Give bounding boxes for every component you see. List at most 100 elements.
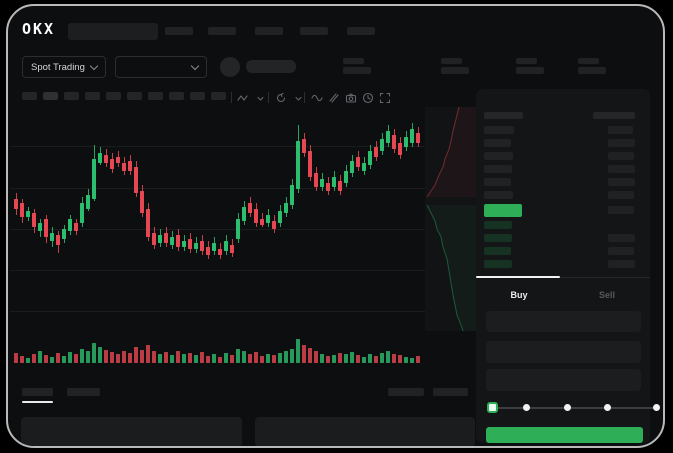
- fullscreen-icon[interactable]: [378, 91, 392, 105]
- restore-icon[interactable]: [274, 91, 288, 105]
- nav-item-placeholder[interactable]: [208, 27, 236, 35]
- interval-placeholder[interactable]: [64, 92, 79, 100]
- bottom-tab-placeholder[interactable]: [22, 388, 53, 396]
- candle-body: [212, 243, 216, 251]
- candle-body: [350, 161, 354, 173]
- slider-stop[interactable]: [523, 404, 530, 411]
- interval-placeholder[interactable]: [190, 92, 205, 100]
- slider-stop[interactable]: [604, 404, 611, 411]
- orderbook-amount-cell: [608, 260, 635, 268]
- orderbook-amount-cell: [608, 152, 634, 160]
- candle-body: [194, 243, 198, 249]
- depth-chart[interactable]: [425, 106, 480, 332]
- candle-body: [392, 135, 396, 149]
- interval-placeholder[interactable]: [85, 92, 100, 100]
- volume-bar: [260, 356, 264, 363]
- zigzag-indicator-icon[interactable]: [236, 91, 250, 105]
- orderbook-col-header-price: [484, 112, 523, 119]
- nav-item-placeholder[interactable]: [165, 27, 193, 35]
- nav-item-placeholder[interactable]: [347, 27, 375, 35]
- orderbook-price-cell[interactable]: [484, 221, 512, 229]
- nav-item-placeholder[interactable]: [300, 27, 328, 35]
- price-input[interactable]: [486, 311, 641, 332]
- total-input[interactable]: [486, 369, 641, 391]
- orderbook-price-cell[interactable]: [484, 247, 511, 255]
- interval-placeholder[interactable]: [127, 92, 142, 100]
- candle-body: [152, 233, 156, 245]
- chevron-down-icon: [190, 61, 200, 70]
- orderbook-price-cell[interactable]: [484, 178, 511, 186]
- candle-body: [248, 203, 252, 213]
- volume-bar: [152, 351, 156, 363]
- candlestick-chart[interactable]: [8, 107, 425, 331]
- volume-bar: [50, 357, 54, 363]
- search-input[interactable]: [68, 23, 158, 40]
- candle-body: [242, 207, 246, 221]
- pair-selector-button[interactable]: Spot Trading: [22, 56, 106, 78]
- volume-bar: [56, 353, 60, 363]
- chevron-down-icon: [89, 61, 99, 70]
- candle-body: [140, 191, 144, 213]
- tab-strip-divider: [476, 277, 650, 278]
- orderbook-price-cell[interactable]: [484, 260, 512, 268]
- candle-body: [374, 147, 378, 157]
- candle-body: [92, 159, 96, 199]
- interval-placeholder[interactable]: [169, 92, 184, 100]
- stat-label-placeholder: [441, 58, 462, 64]
- history-table-placeholder: [255, 417, 475, 446]
- amount-slider-track[interactable]: [489, 407, 653, 409]
- market-dropdown[interactable]: [115, 56, 207, 78]
- okx-logo[interactable]: OKX: [22, 20, 56, 38]
- chevron-down-icon[interactable]: [253, 91, 267, 105]
- buy-submit-button[interactable]: [486, 427, 643, 443]
- nav-item-placeholder[interactable]: [255, 27, 283, 35]
- candle-body: [362, 163, 366, 171]
- candle-body: [32, 213, 36, 227]
- interval-placeholder[interactable]: [211, 92, 226, 100]
- volume-bar: [344, 354, 348, 363]
- volume-bar: [248, 354, 252, 363]
- clock-icon[interactable]: [361, 91, 375, 105]
- candle-body: [344, 171, 348, 183]
- interval-placeholder[interactable]: [22, 92, 37, 100]
- orderbook-price-cell[interactable]: [484, 152, 513, 160]
- bottom-action-placeholder[interactable]: [433, 388, 468, 396]
- volume-bar: [38, 351, 42, 363]
- bottom-tab-placeholder[interactable]: [67, 388, 100, 396]
- orderbook-price-cell[interactable]: [484, 191, 513, 199]
- slider-stop[interactable]: [653, 404, 660, 411]
- orderbook-price-cell[interactable]: [484, 126, 514, 134]
- volume-bar: [386, 351, 390, 363]
- volume-bar: [254, 352, 258, 363]
- orderbook-amount-cell: [608, 178, 635, 186]
- orderbook-price-cell[interactable]: [484, 139, 511, 147]
- orderbook-price-cell[interactable]: [484, 234, 512, 242]
- interval-placeholder[interactable]: [106, 92, 121, 100]
- interval-placeholder[interactable]: [43, 92, 58, 100]
- tab-sell[interactable]: Sell: [598, 290, 615, 300]
- wave-icon[interactable]: [310, 91, 324, 105]
- camera-icon[interactable]: [344, 91, 358, 105]
- volume-bar: [272, 355, 276, 363]
- candle-body: [80, 203, 84, 223]
- candle-body: [164, 233, 168, 243]
- volume-bar: [416, 356, 420, 363]
- volume-bar: [62, 356, 66, 363]
- slider-stop[interactable]: [564, 404, 571, 411]
- volume-bar: [98, 347, 102, 363]
- interval-placeholder[interactable]: [148, 92, 163, 100]
- candle-body: [56, 235, 60, 245]
- amount-input[interactable]: [486, 341, 641, 363]
- trendline-icon[interactable]: [327, 91, 341, 105]
- slider-stop[interactable]: [487, 402, 498, 413]
- orderbook-amount-cell: [608, 126, 633, 134]
- orderbook-price-cell[interactable]: [484, 165, 512, 173]
- coin-avatar: [220, 57, 240, 77]
- bottom-action-placeholder[interactable]: [388, 388, 424, 396]
- candle-body: [146, 209, 150, 237]
- chevron-down-icon[interactable]: [291, 91, 305, 105]
- stat-value-placeholder: [578, 67, 606, 74]
- tab-buy[interactable]: Buy: [510, 290, 528, 300]
- volume-bar: [32, 354, 36, 363]
- orderbook-amount-cell: [608, 165, 635, 173]
